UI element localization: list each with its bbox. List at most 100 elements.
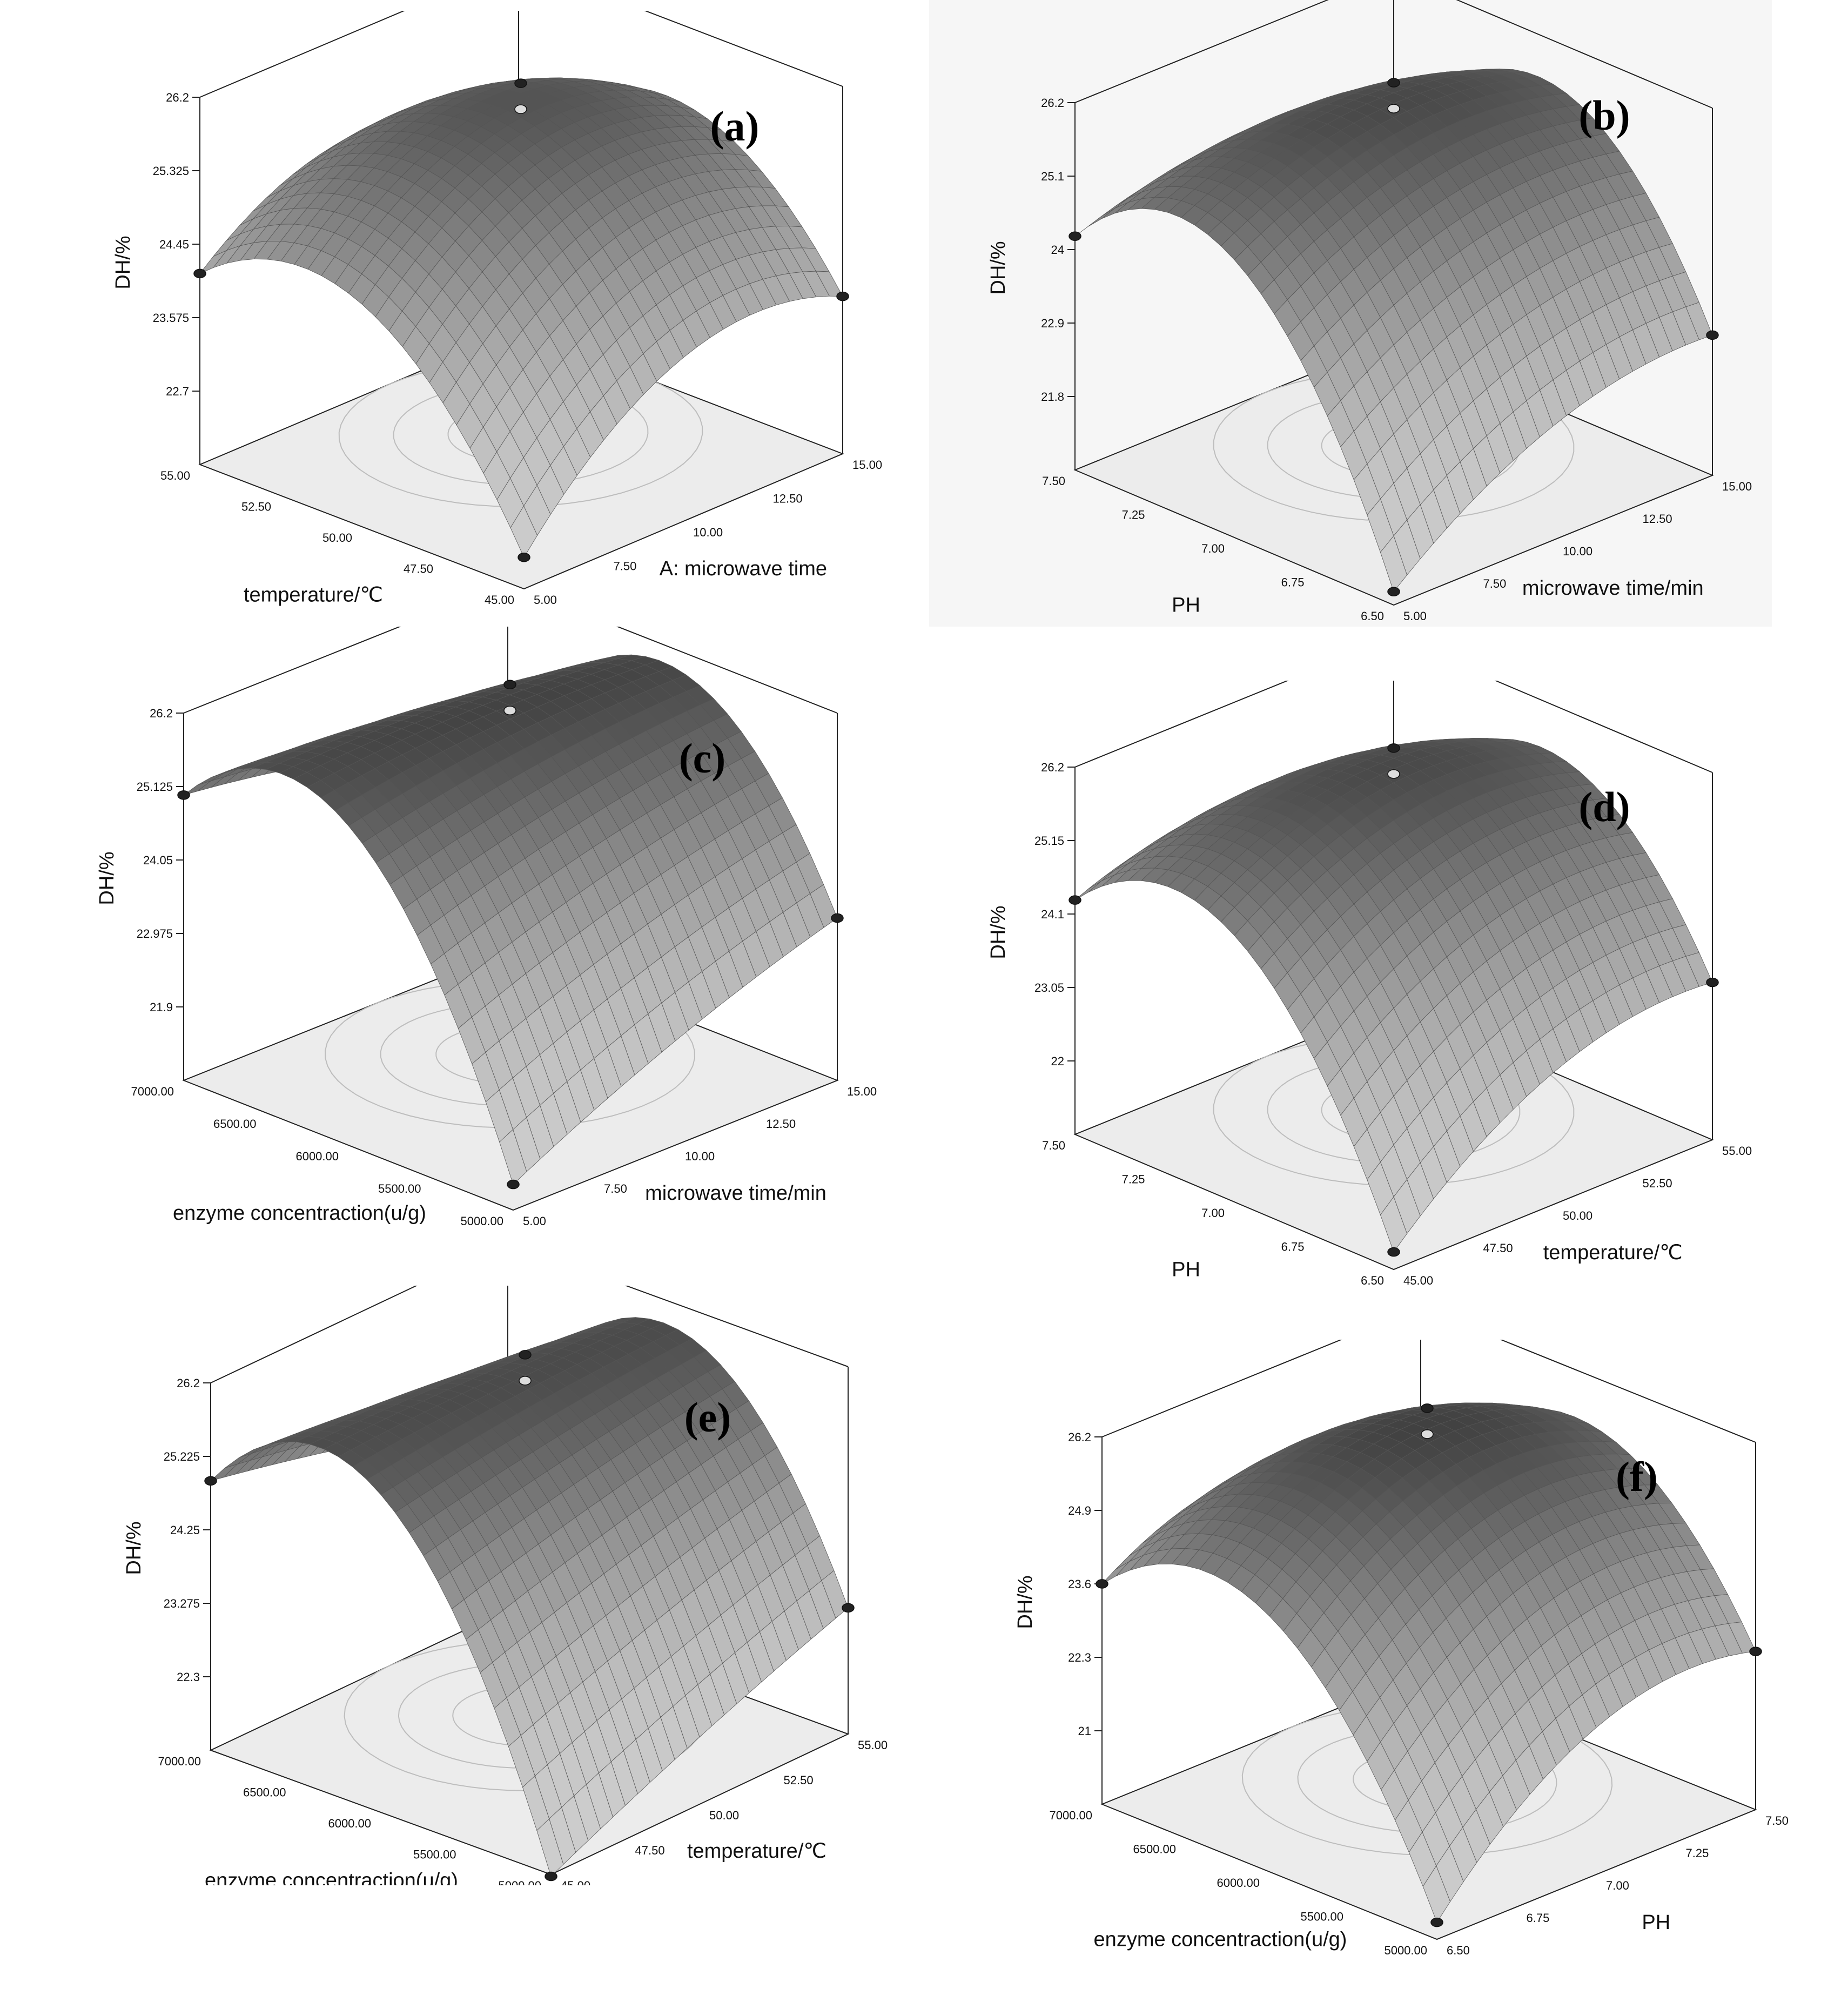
design-point xyxy=(1430,1917,1443,1927)
x-axis-title: temperature/℃ xyxy=(687,1840,826,1863)
surface-cell xyxy=(1422,1865,1451,1923)
panel-a: 22.7 23.575 24.45 25.325 26.2 DH/% 5.00 7.50 10.… xyxy=(54,11,897,610)
y-tick-label: 6.75 xyxy=(1281,576,1305,589)
surface-mesh xyxy=(1101,1402,1756,1923)
x-tick-label: 47.50 xyxy=(635,1844,665,1857)
top-frame-left xyxy=(210,1286,418,1383)
x-axis-title: temperature/℃ xyxy=(1543,1241,1683,1264)
panel-label: (a) xyxy=(710,103,760,150)
top-frame-right xyxy=(1456,0,1713,109)
top-frame-left xyxy=(1074,0,1329,103)
design-point xyxy=(519,1376,532,1386)
design-point xyxy=(514,104,527,114)
design-point xyxy=(1749,1647,1762,1656)
x-tick-label: 6.75 xyxy=(1527,1911,1550,1925)
y-axis-title: PH xyxy=(1172,594,1200,617)
y-tick-label: 7.25 xyxy=(1122,508,1145,522)
panel-label: (d) xyxy=(1578,783,1630,830)
z-tick-label: 26.2 xyxy=(177,1376,200,1390)
surface-cell xyxy=(1088,208,1115,227)
design-point xyxy=(518,552,530,562)
x-tick-label: 50.00 xyxy=(709,1809,739,1822)
design-point xyxy=(1421,1403,1434,1413)
panel-b: 21.8 22.9 24 25.1 26.2 DH/% 5.00 7.50 10.00 12.50… xyxy=(929,0,1772,627)
top-frame-left xyxy=(1101,1340,1343,1437)
x-tick-label: 12.50 xyxy=(773,492,803,506)
z-tick-label: 23.6 xyxy=(1068,1577,1091,1591)
y-tick-label: 7000.00 xyxy=(158,1755,201,1768)
design-point xyxy=(1387,78,1400,88)
y-tick-label: 5000.00 xyxy=(460,1214,503,1228)
surface-cell xyxy=(1380,535,1408,593)
x-tick-label: 7.50 xyxy=(604,1182,627,1195)
z-tick-label: 26.2 xyxy=(150,707,173,720)
top-frame-left xyxy=(199,11,406,98)
surface-plot-b: 21.8 22.9 24 25.1 26.2 DH/% 5.00 7.50 10.00 12.50… xyxy=(987,0,1752,623)
x-tick-label: 7.50 xyxy=(1765,1814,1789,1827)
y-axis-title: PH xyxy=(1172,1259,1200,1281)
surface-plot-d: 22 23.05 24.1 25.15 26.2 DH/% 45.00 47.50 50.00 5… xyxy=(987,681,1752,1287)
design-point xyxy=(514,78,527,88)
surface-cell xyxy=(536,1818,564,1877)
y-tick-label: 6.50 xyxy=(1361,609,1384,623)
y-tick-label: 45.00 xyxy=(485,593,514,607)
top-frame-left xyxy=(183,627,401,714)
top-frame-right xyxy=(616,627,838,714)
y-tick-label: 52.50 xyxy=(241,500,271,514)
surface-plot-a: 22.7 23.575 24.45 25.325 26.2 DH/% 5.00 7.50 10.… xyxy=(112,11,882,607)
z-tick-label: 23.05 xyxy=(1034,981,1064,994)
top-frame-right xyxy=(1500,1340,1756,1443)
y-tick-label: 6000.00 xyxy=(1217,1876,1260,1890)
surface-mesh xyxy=(199,77,843,558)
z-tick-label: 24.25 xyxy=(170,1523,200,1537)
y-tick-label: 5000.00 xyxy=(1384,1944,1427,1957)
x-tick-label: 7.25 xyxy=(1686,1846,1709,1860)
x-tick-label: 5.00 xyxy=(523,1214,546,1228)
design-point xyxy=(1387,1247,1400,1257)
design-point xyxy=(1069,231,1081,241)
design-point xyxy=(1387,769,1400,779)
top-frame-left xyxy=(1074,681,1289,768)
z-tick-label: 24.45 xyxy=(159,238,189,251)
z-axis-title: DH/% xyxy=(987,241,1010,294)
z-axis-title: DH/% xyxy=(987,905,1010,959)
panel-label: (c) xyxy=(679,735,726,782)
y-tick-label: 50.00 xyxy=(322,531,352,545)
y-tick-label: 7.25 xyxy=(1122,1173,1145,1186)
design-point xyxy=(831,913,844,923)
z-tick-label: 21.8 xyxy=(1041,390,1064,404)
z-tick-label: 24.05 xyxy=(143,854,173,867)
y-tick-label: 7000.00 xyxy=(131,1085,174,1098)
y-tick-label: 7.50 xyxy=(1042,474,1065,488)
x-tick-label: 5.00 xyxy=(1403,609,1427,623)
design-point xyxy=(1706,977,1719,987)
z-axis-title: DH/% xyxy=(1014,1575,1037,1629)
design-point xyxy=(193,268,206,279)
y-tick-label: 7.00 xyxy=(1201,1206,1225,1220)
x-axis-title: microwave time/min xyxy=(1522,577,1704,600)
z-tick-label: 26.2 xyxy=(1041,96,1064,110)
design-point xyxy=(1706,330,1719,340)
surface-cell xyxy=(499,1129,527,1185)
y-tick-label: 5000.00 xyxy=(498,1879,541,1885)
panel-label: (f) xyxy=(1616,1453,1658,1500)
z-tick-label: 22.9 xyxy=(1041,317,1064,330)
surface-mesh xyxy=(183,654,838,1185)
top-frame-right xyxy=(643,11,843,87)
surface-plot-f: 21 22.3 23.6 24.9 26.2 DH/% 6.50 6.75 7.00 7.25 7.… xyxy=(1014,1340,1789,1957)
z-tick-label: 26.2 xyxy=(1041,761,1064,774)
x-tick-label: 47.50 xyxy=(1483,1241,1513,1255)
x-tick-label: 12.50 xyxy=(766,1117,796,1131)
surface-cell xyxy=(1380,1196,1408,1253)
x-tick-label: 50.00 xyxy=(1563,1209,1592,1222)
z-tick-label: 24.1 xyxy=(1041,908,1064,921)
y-tick-label: 5500.00 xyxy=(378,1182,421,1195)
z-tick-label: 25.325 xyxy=(153,164,189,178)
design-point xyxy=(204,1476,217,1486)
panel-label: (b) xyxy=(1578,92,1630,139)
z-tick-label: 24 xyxy=(1051,243,1064,257)
x-axis-title: A: microwave time xyxy=(660,557,827,580)
z-tick-label: 24.9 xyxy=(1068,1504,1091,1517)
x-tick-label: 7.50 xyxy=(1483,577,1507,590)
panel-c: 21.9 22.975 24.05 25.125 26.2 DH/% 5.00 7.50 10.… xyxy=(32,627,897,1237)
